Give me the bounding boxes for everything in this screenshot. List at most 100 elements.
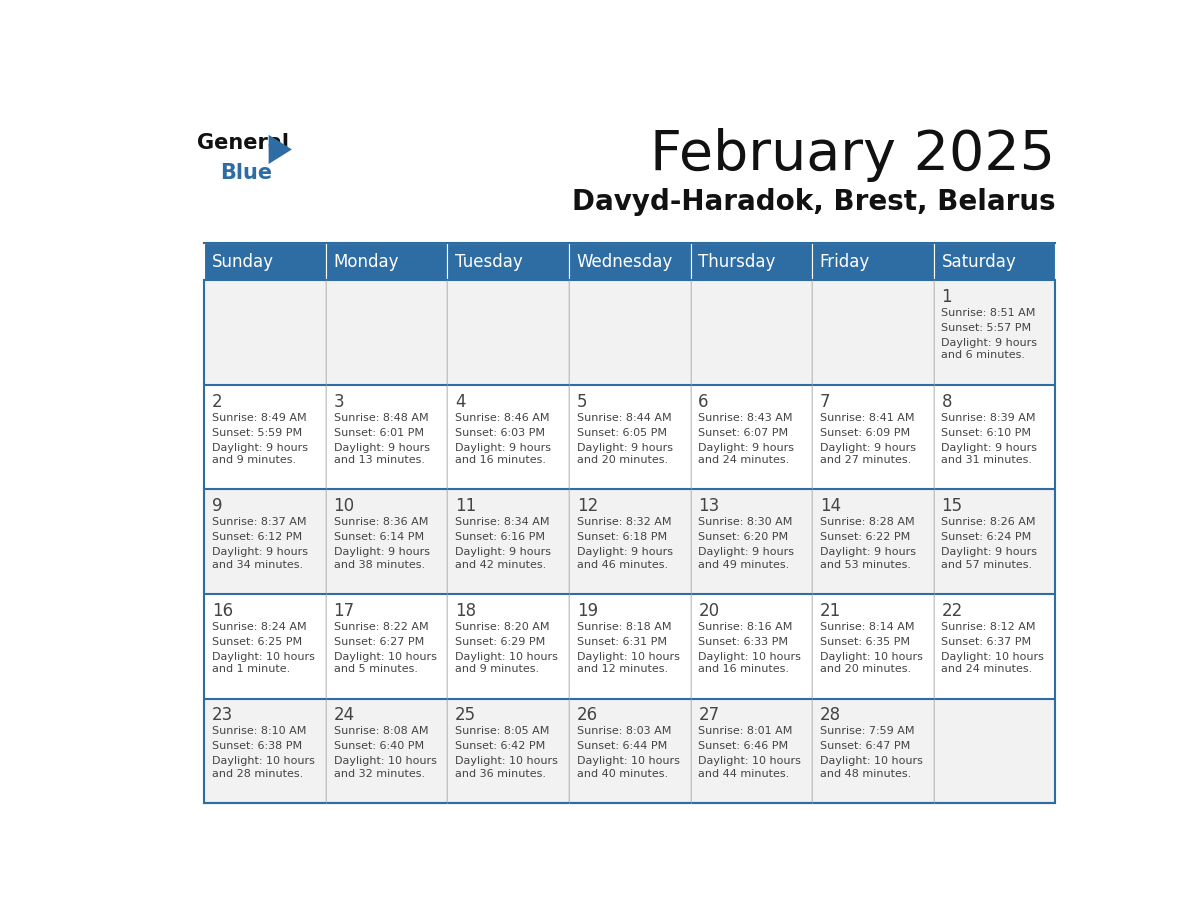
Bar	[448, 699, 569, 803]
Text: Daylight: 9 hours
and 24 minutes.: Daylight: 9 hours and 24 minutes.	[699, 442, 795, 465]
Text: Sunrise: 8:05 AM: Sunrise: 8:05 AM	[455, 726, 550, 736]
Text: 17: 17	[334, 601, 355, 620]
Text: 6: 6	[699, 393, 709, 410]
Text: 19: 19	[576, 601, 598, 620]
Bar	[813, 243, 934, 280]
Text: Sunrise: 8:22 AM: Sunrise: 8:22 AM	[334, 621, 428, 632]
Text: Sunrise: 8:43 AM: Sunrise: 8:43 AM	[699, 412, 792, 422]
Text: Daylight: 10 hours
and 36 minutes.: Daylight: 10 hours and 36 minutes.	[455, 756, 558, 778]
Bar	[690, 243, 813, 280]
Text: Sunset: 6:10 PM: Sunset: 6:10 PM	[941, 428, 1031, 438]
Text: 28: 28	[820, 706, 841, 724]
Text: Sunset: 5:57 PM: Sunset: 5:57 PM	[941, 323, 1031, 333]
Bar	[813, 699, 934, 803]
Polygon shape	[268, 135, 292, 164]
Text: 18: 18	[455, 601, 476, 620]
Text: Sunset: 6:44 PM: Sunset: 6:44 PM	[576, 742, 666, 751]
Bar	[813, 280, 934, 385]
Bar	[569, 385, 690, 489]
Bar	[448, 385, 569, 489]
Text: Sunset: 6:47 PM: Sunset: 6:47 PM	[820, 742, 910, 751]
Text: Daylight: 10 hours
and 48 minutes.: Daylight: 10 hours and 48 minutes.	[820, 756, 923, 778]
Bar	[326, 243, 448, 280]
Text: Sunset: 6:05 PM: Sunset: 6:05 PM	[576, 428, 666, 438]
Text: Sunrise: 8:41 AM: Sunrise: 8:41 AM	[820, 412, 915, 422]
Text: Wednesday: Wednesday	[576, 252, 672, 271]
Bar	[569, 489, 690, 594]
Text: 16: 16	[211, 601, 233, 620]
Bar	[448, 489, 569, 594]
Text: Daylight: 9 hours
and 49 minutes.: Daylight: 9 hours and 49 minutes.	[699, 547, 795, 569]
Text: 20: 20	[699, 601, 720, 620]
Bar	[690, 699, 813, 803]
Text: 13: 13	[699, 498, 720, 515]
Bar	[204, 699, 326, 803]
Bar	[204, 594, 326, 699]
Bar	[204, 489, 326, 594]
Text: 11: 11	[455, 498, 476, 515]
Text: 7: 7	[820, 393, 830, 410]
Text: Daylight: 10 hours
and 24 minutes.: Daylight: 10 hours and 24 minutes.	[941, 652, 1044, 674]
Text: Daylight: 9 hours
and 20 minutes.: Daylight: 9 hours and 20 minutes.	[576, 442, 672, 465]
Text: Sunrise: 8:01 AM: Sunrise: 8:01 AM	[699, 726, 792, 736]
Bar	[569, 699, 690, 803]
Text: 10: 10	[334, 498, 355, 515]
Text: Sunrise: 8:37 AM: Sunrise: 8:37 AM	[211, 517, 307, 527]
Text: 5: 5	[576, 393, 587, 410]
Text: 25: 25	[455, 706, 476, 724]
Text: 14: 14	[820, 498, 841, 515]
Bar	[690, 594, 813, 699]
Text: Sunrise: 8:28 AM: Sunrise: 8:28 AM	[820, 517, 915, 527]
Text: Sunrise: 8:12 AM: Sunrise: 8:12 AM	[941, 621, 1036, 632]
Text: 3: 3	[334, 393, 345, 410]
Text: General: General	[196, 133, 289, 153]
Bar	[934, 243, 1055, 280]
Text: Sunset: 6:20 PM: Sunset: 6:20 PM	[699, 532, 789, 543]
Bar	[326, 385, 448, 489]
Text: Blue: Blue	[220, 162, 272, 183]
Text: 2: 2	[211, 393, 222, 410]
Text: Sunset: 6:16 PM: Sunset: 6:16 PM	[455, 532, 545, 543]
Text: 27: 27	[699, 706, 720, 724]
Text: Daylight: 9 hours
and 6 minutes.: Daylight: 9 hours and 6 minutes.	[941, 338, 1037, 361]
Text: Daylight: 9 hours
and 31 minutes.: Daylight: 9 hours and 31 minutes.	[941, 442, 1037, 465]
Text: Monday: Monday	[334, 252, 399, 271]
Text: 9: 9	[211, 498, 222, 515]
Bar	[204, 385, 326, 489]
Text: 12: 12	[576, 498, 598, 515]
Text: 21: 21	[820, 601, 841, 620]
Text: Daylight: 10 hours
and 28 minutes.: Daylight: 10 hours and 28 minutes.	[211, 756, 315, 778]
Text: Daylight: 10 hours
and 44 minutes.: Daylight: 10 hours and 44 minutes.	[699, 756, 801, 778]
Text: Daylight: 9 hours
and 46 minutes.: Daylight: 9 hours and 46 minutes.	[576, 547, 672, 569]
Text: 24: 24	[334, 706, 355, 724]
Text: Davyd-Haradok, Brest, Belarus: Davyd-Haradok, Brest, Belarus	[571, 188, 1055, 216]
Text: Sunset: 5:59 PM: Sunset: 5:59 PM	[211, 428, 302, 438]
Text: Sunrise: 8:20 AM: Sunrise: 8:20 AM	[455, 621, 550, 632]
Bar	[690, 489, 813, 594]
Text: Sunset: 6:24 PM: Sunset: 6:24 PM	[941, 532, 1031, 543]
Text: Daylight: 10 hours
and 5 minutes.: Daylight: 10 hours and 5 minutes.	[334, 652, 436, 674]
Text: Sunset: 6:40 PM: Sunset: 6:40 PM	[334, 742, 424, 751]
Text: Sunset: 6:38 PM: Sunset: 6:38 PM	[211, 742, 302, 751]
Text: Daylight: 9 hours
and 13 minutes.: Daylight: 9 hours and 13 minutes.	[334, 442, 430, 465]
Text: 8: 8	[941, 393, 952, 410]
Bar	[934, 385, 1055, 489]
Bar	[569, 280, 690, 385]
Bar	[690, 385, 813, 489]
Text: Sunrise: 8:16 AM: Sunrise: 8:16 AM	[699, 621, 792, 632]
Text: Sunrise: 8:39 AM: Sunrise: 8:39 AM	[941, 412, 1036, 422]
Text: Sunrise: 8:14 AM: Sunrise: 8:14 AM	[820, 621, 915, 632]
Text: Sunrise: 8:48 AM: Sunrise: 8:48 AM	[334, 412, 428, 422]
Bar	[813, 594, 934, 699]
Text: Tuesday: Tuesday	[455, 252, 523, 271]
Text: Daylight: 10 hours
and 16 minutes.: Daylight: 10 hours and 16 minutes.	[699, 652, 801, 674]
Text: Sunset: 6:42 PM: Sunset: 6:42 PM	[455, 742, 545, 751]
Bar	[934, 699, 1055, 803]
Text: Sunrise: 8:34 AM: Sunrise: 8:34 AM	[455, 517, 550, 527]
Text: Daylight: 10 hours
and 9 minutes.: Daylight: 10 hours and 9 minutes.	[455, 652, 558, 674]
Text: Sunrise: 8:51 AM: Sunrise: 8:51 AM	[941, 308, 1036, 318]
Text: Sunrise: 8:08 AM: Sunrise: 8:08 AM	[334, 726, 428, 736]
Text: Daylight: 9 hours
and 34 minutes.: Daylight: 9 hours and 34 minutes.	[211, 547, 308, 569]
Bar	[934, 280, 1055, 385]
Text: Sunset: 6:14 PM: Sunset: 6:14 PM	[334, 532, 424, 543]
